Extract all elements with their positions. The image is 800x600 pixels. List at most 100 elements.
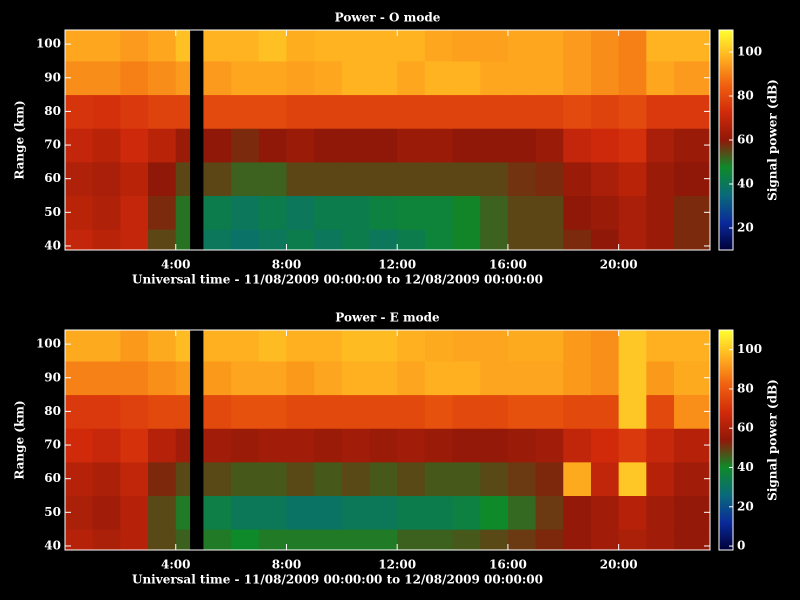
- cell: [480, 461, 509, 497]
- cell: [120, 330, 149, 362]
- cell: [314, 529, 343, 550]
- cell: [341, 229, 371, 250]
- cell: [618, 128, 647, 163]
- cell: [480, 330, 509, 362]
- cell: [590, 394, 620, 429]
- cell: [424, 94, 454, 129]
- y-tick-label: 50: [44, 505, 61, 519]
- cell: [646, 60, 675, 96]
- cell: [507, 495, 537, 530]
- colorbar-tick-label: 20: [737, 221, 754, 235]
- cell: [452, 428, 481, 463]
- cell: [646, 330, 675, 362]
- cell: [203, 529, 232, 550]
- cell: [341, 428, 371, 463]
- cell: [646, 461, 675, 497]
- cell: [563, 428, 592, 463]
- cell: [258, 30, 287, 62]
- cell: [397, 495, 426, 530]
- cell: [618, 94, 647, 129]
- colorbar-tick-label: 60: [737, 133, 754, 147]
- cell: [452, 529, 481, 550]
- cell: [397, 60, 426, 96]
- cell: [507, 428, 537, 463]
- cell: [563, 30, 592, 62]
- cell: [535, 461, 564, 497]
- cell: [314, 360, 343, 396]
- cell: [646, 495, 675, 530]
- cell: [480, 195, 509, 230]
- cell: [341, 161, 371, 197]
- colorbar-tick-label: 20: [737, 499, 754, 513]
- cell: [646, 428, 675, 463]
- x-tick-label: 16:00: [489, 558, 527, 572]
- cell: [92, 360, 121, 396]
- cell: [397, 161, 426, 197]
- cell: [92, 229, 121, 250]
- cell: [646, 161, 675, 197]
- cell: [175, 360, 191, 396]
- cell: [203, 360, 232, 396]
- cell: [314, 495, 343, 530]
- cell: [286, 229, 315, 250]
- cell: [314, 394, 343, 429]
- cell: [369, 394, 398, 429]
- cell: [507, 461, 537, 497]
- cell: [424, 60, 454, 96]
- cell: [563, 60, 592, 96]
- cell: [314, 428, 343, 463]
- colorbar-tick-label: 80: [737, 381, 754, 395]
- cell: [92, 60, 121, 96]
- cell: [231, 428, 260, 463]
- cell: [175, 529, 191, 550]
- cell: [535, 330, 564, 362]
- cell: [424, 495, 454, 530]
- x-tick-label: 4:00: [161, 558, 190, 572]
- cell: [258, 394, 287, 429]
- cell: [341, 128, 371, 163]
- cell: [148, 495, 177, 530]
- cell: [148, 330, 177, 362]
- cell: [120, 60, 149, 96]
- cell: [231, 330, 260, 362]
- cell: [618, 394, 647, 429]
- cell: [424, 128, 454, 163]
- cell: [480, 229, 509, 250]
- colorbar-tick-label: 40: [737, 460, 754, 474]
- cell: [92, 330, 121, 362]
- cell: [590, 461, 620, 497]
- cell: [203, 195, 232, 230]
- cell: [535, 394, 564, 429]
- cell: [231, 128, 260, 163]
- cell: [258, 60, 287, 96]
- cell: [341, 461, 371, 497]
- cell: [148, 161, 177, 197]
- x-axis-label: Universal time - 11/08/2009 00:00:00 to …: [132, 573, 543, 587]
- cell: [341, 94, 371, 129]
- cell: [120, 195, 149, 230]
- cell: [563, 360, 592, 396]
- cell: [535, 229, 564, 250]
- cell: [341, 195, 371, 230]
- cell: [618, 529, 647, 550]
- cell: [563, 330, 592, 362]
- cell: [175, 128, 191, 163]
- cell: [203, 161, 232, 197]
- cell: [424, 394, 454, 429]
- colorbar-tick-label: 100: [737, 342, 762, 356]
- cell: [369, 360, 398, 396]
- cell: [203, 229, 232, 250]
- cell: [92, 495, 121, 530]
- cell: [120, 128, 149, 163]
- y-tick-label: 40: [44, 538, 61, 552]
- cell: [452, 60, 481, 96]
- cell: [175, 30, 191, 62]
- cell: [175, 330, 191, 362]
- cell: [369, 428, 398, 463]
- cell: [314, 60, 343, 96]
- cell: [175, 229, 191, 250]
- cell: [175, 94, 191, 129]
- cell: [563, 461, 592, 497]
- cell: [231, 195, 260, 230]
